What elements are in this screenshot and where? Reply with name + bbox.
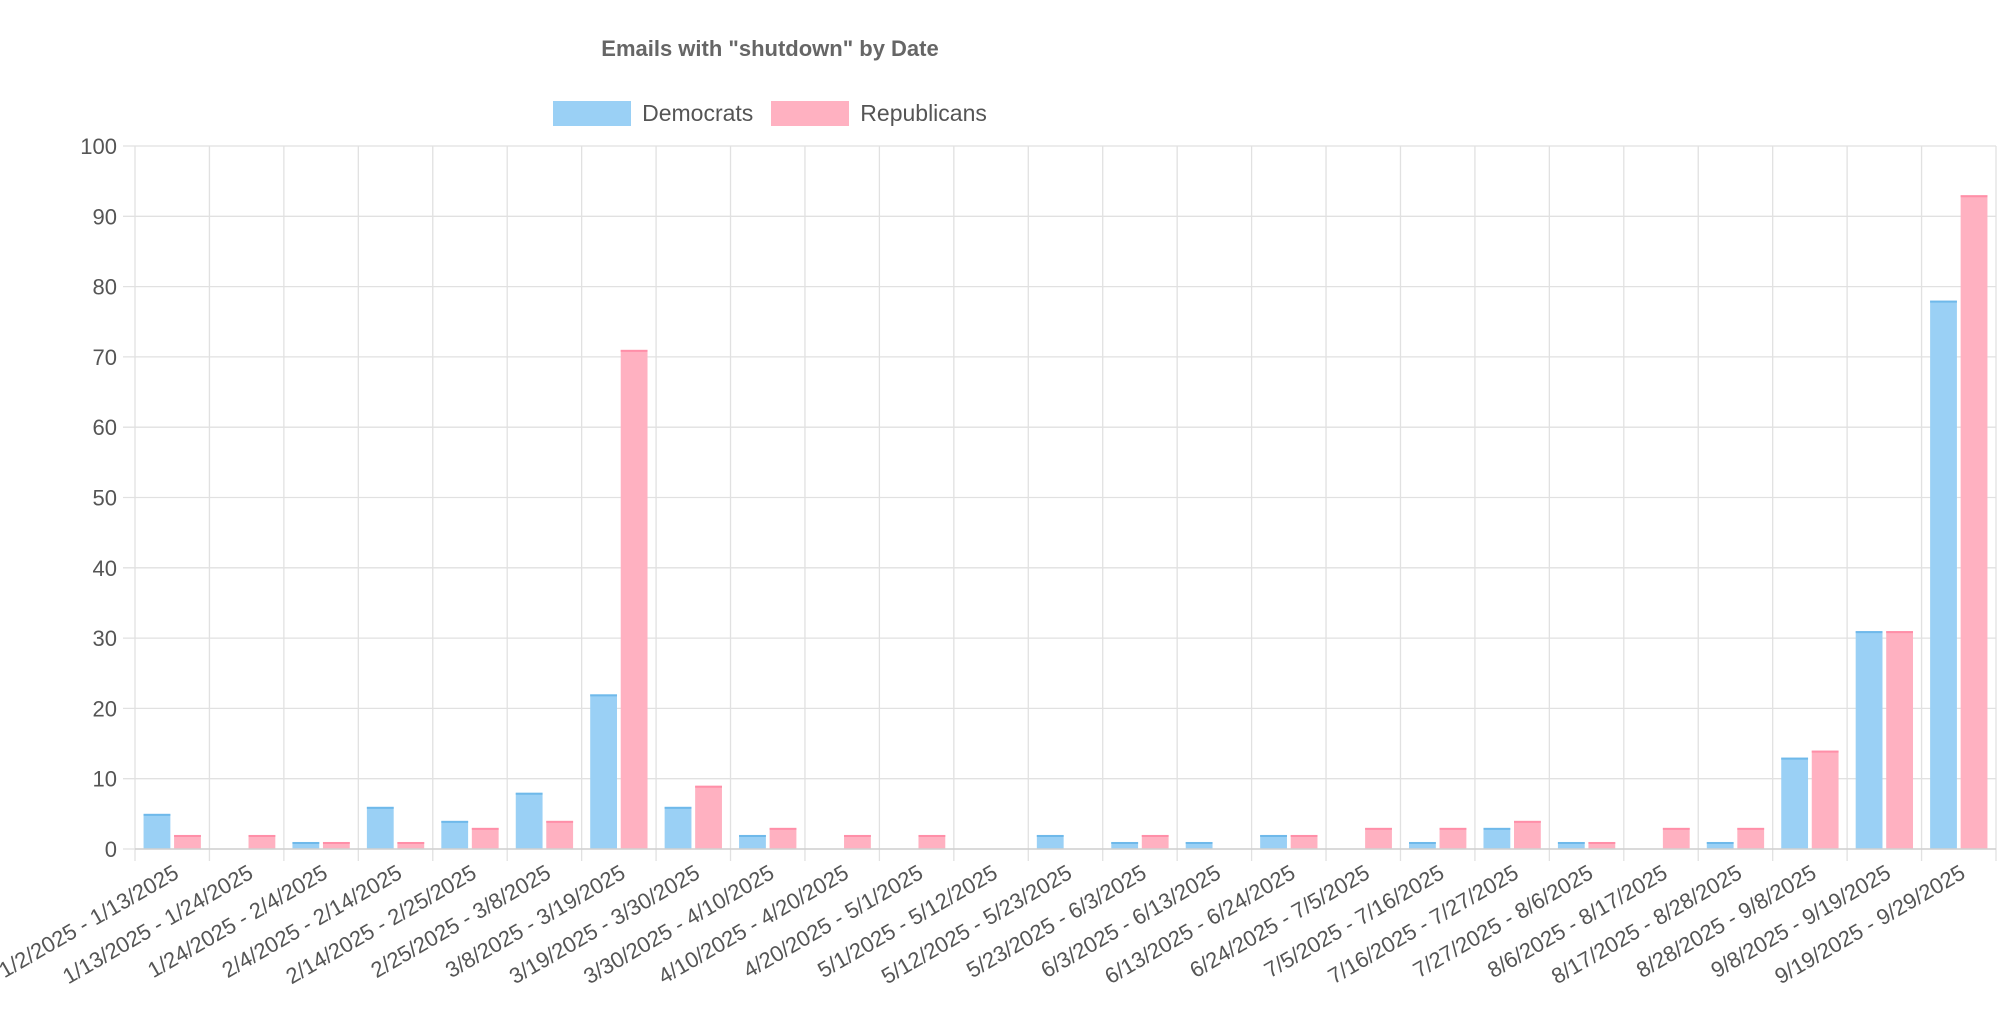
legend-label-series-1: Republicans bbox=[860, 100, 987, 126]
bar-republicans[interactable] bbox=[1141, 834, 1169, 849]
bar-republicans[interactable] bbox=[1662, 827, 1690, 849]
bar-democrats[interactable] bbox=[515, 792, 543, 849]
bar-republicans[interactable] bbox=[248, 834, 276, 849]
bar-republicans[interactable] bbox=[620, 349, 648, 849]
bar-republicans[interactable] bbox=[471, 827, 499, 849]
bar-republicans[interactable] bbox=[1737, 827, 1765, 849]
y-tick-label: 90 bbox=[93, 204, 117, 229]
bar-democrats[interactable] bbox=[1111, 841, 1139, 849]
bar-republicans[interactable] bbox=[1960, 195, 1988, 849]
bar-democrats[interactable] bbox=[590, 694, 617, 849]
legend-item-series-1[interactable]: Republicans bbox=[771, 100, 987, 127]
bar-republicans[interactable] bbox=[1886, 631, 1913, 849]
legend-swatch-series-0 bbox=[553, 101, 632, 126]
bar-democrats[interactable] bbox=[1706, 841, 1734, 849]
bar-democrats[interactable] bbox=[664, 806, 692, 849]
bar-democrats[interactable] bbox=[1409, 841, 1436, 849]
bar-republicans[interactable] bbox=[322, 841, 350, 849]
legend: Democrats Republicans bbox=[0, 100, 1540, 127]
bar-democrats[interactable] bbox=[1930, 300, 1957, 849]
bar-democrats[interactable] bbox=[1855, 631, 1883, 849]
bar-democrats[interactable] bbox=[1036, 834, 1064, 849]
bar-democrats[interactable] bbox=[739, 834, 766, 849]
legend-item-series-0[interactable]: Democrats bbox=[553, 100, 753, 127]
bar-republicans[interactable] bbox=[918, 834, 946, 849]
bar-republicans[interactable] bbox=[397, 841, 425, 849]
bar-republicans[interactable] bbox=[769, 827, 797, 849]
y-tick-label: 0 bbox=[105, 837, 117, 862]
bar-republicans[interactable] bbox=[1439, 827, 1467, 849]
bar-democrats[interactable] bbox=[143, 813, 171, 849]
y-tick-label: 80 bbox=[93, 275, 117, 300]
chart-title: Emails with "shutdown" by Date bbox=[601, 36, 939, 61]
y-tick-label: 10 bbox=[93, 767, 117, 792]
bar-democrats[interactable] bbox=[1557, 841, 1585, 849]
bar-democrats[interactable] bbox=[1260, 834, 1287, 849]
bar-democrats[interactable] bbox=[1483, 827, 1511, 849]
bar-republicans[interactable] bbox=[695, 785, 722, 849]
legend-label-series-0: Democrats bbox=[642, 100, 754, 126]
y-tick-label: 70 bbox=[93, 345, 117, 370]
bar-democrats[interactable] bbox=[1781, 757, 1809, 849]
y-tick-label: 20 bbox=[93, 696, 117, 721]
bar-republicans[interactable] bbox=[1290, 834, 1318, 849]
bar-democrats[interactable] bbox=[366, 806, 394, 849]
bar-republicans[interactable] bbox=[1588, 841, 1616, 849]
bar-democrats[interactable] bbox=[441, 820, 469, 849]
bar-republicans[interactable] bbox=[546, 820, 574, 849]
y-tick-label: 50 bbox=[93, 486, 117, 511]
bar-republicans[interactable] bbox=[844, 834, 871, 849]
bar-republicans[interactable] bbox=[1365, 827, 1392, 849]
y-tick-label: 100 bbox=[80, 134, 117, 159]
y-tick-label: 30 bbox=[93, 626, 117, 651]
y-tick-label: 40 bbox=[93, 556, 117, 581]
legend-swatch-series-1 bbox=[771, 101, 850, 126]
bar-republicans[interactable] bbox=[1514, 820, 1541, 849]
bar-republicans[interactable] bbox=[174, 834, 201, 849]
bar-democrats[interactable] bbox=[1185, 841, 1213, 849]
y-tick-label: 60 bbox=[93, 415, 117, 440]
bar-republicans[interactable] bbox=[1811, 750, 1839, 849]
bar-democrats[interactable] bbox=[292, 841, 320, 849]
